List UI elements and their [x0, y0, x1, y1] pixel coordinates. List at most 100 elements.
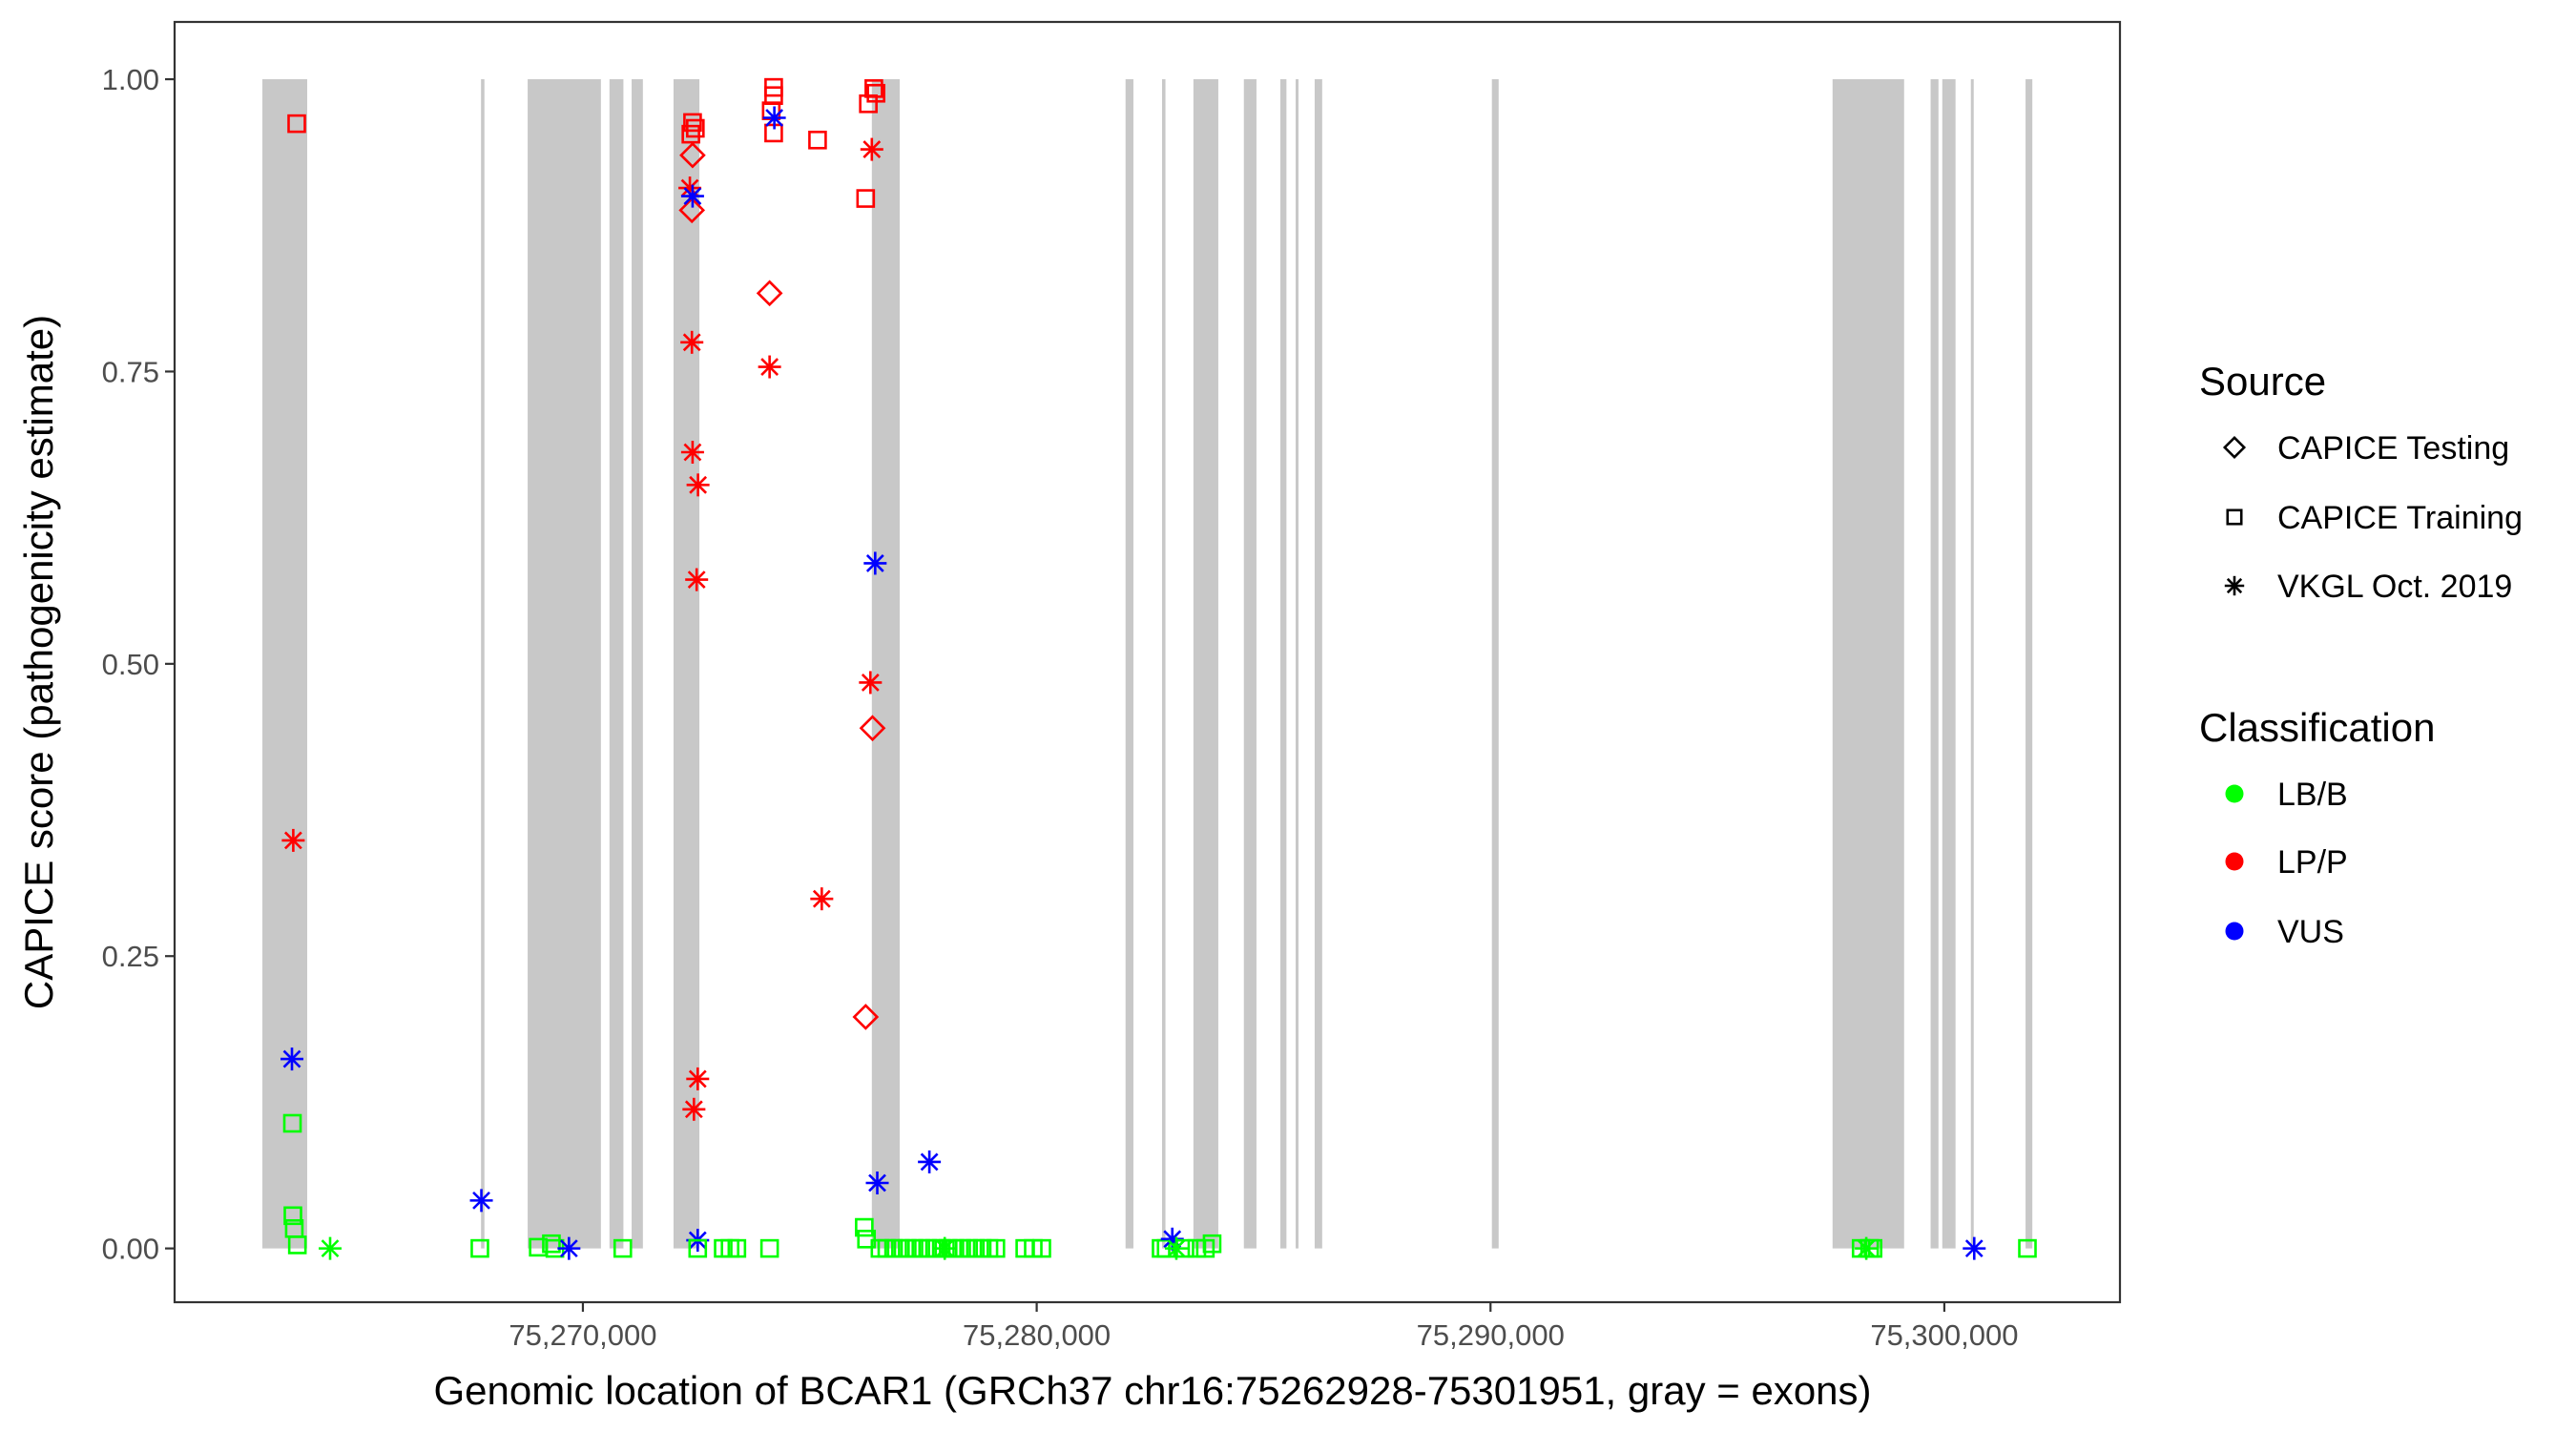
exon-band — [1193, 79, 1218, 1249]
exon-band — [481, 79, 485, 1249]
plot-panel-border — [173, 20, 2122, 1304]
data-point-test — [679, 141, 706, 169]
data-point-vkgl — [865, 1171, 889, 1194]
data-point-train — [808, 130, 827, 150]
data-point-train — [683, 113, 702, 133]
legend-title-classification: Classification — [2199, 705, 2435, 750]
legend-asterisk-icon — [2224, 575, 2245, 596]
data-point-test — [852, 1004, 880, 1030]
data-point-vkgl — [319, 1236, 343, 1260]
exon-band — [609, 79, 624, 1249]
data-point-train — [986, 1238, 1006, 1258]
legend-item-label: CAPICE Training — [2277, 500, 2523, 536]
data-point-train — [282, 1113, 302, 1133]
x-tick-label: 75,270,000 — [509, 1318, 656, 1352]
data-point-train — [542, 1234, 561, 1254]
exon-band — [2025, 79, 2033, 1249]
exon-band — [528, 79, 601, 1249]
data-point-train — [686, 118, 705, 138]
data-point-test — [756, 280, 783, 307]
data-point-train — [1202, 1234, 1222, 1254]
data-point-vkgl — [680, 441, 704, 465]
legend-title-source: Source — [2199, 359, 2326, 404]
data-point-train — [2018, 1238, 2037, 1258]
data-point-train — [681, 124, 700, 144]
exon-band — [1314, 79, 1322, 1249]
legend-item-label: CAPICE Testing — [2277, 430, 2509, 467]
exon-band — [632, 79, 643, 1249]
y-tick-label: 1.00 — [102, 63, 159, 96]
legend-item-label: VUS — [2277, 914, 2344, 950]
y-axis: 0.00 0.25 0.50 0.75 1.00 — [102, 63, 175, 1266]
y-tick-label: 0.75 — [102, 355, 159, 388]
data-point-train — [287, 1235, 307, 1255]
exon-band — [871, 79, 901, 1249]
y-tick-label: 0.25 — [102, 940, 159, 973]
x-axis: 75,270,000 75,280,000 75,290,000 75,300,000 — [509, 1302, 2018, 1352]
legend-item-label: LB/B — [2277, 777, 2348, 813]
data-point-vkgl — [682, 1097, 706, 1121]
data-point-train — [859, 93, 878, 114]
data-point-train — [287, 114, 306, 134]
exon-band — [1930, 79, 1939, 1249]
data-point-vkgl — [918, 1150, 942, 1173]
data-point-test — [859, 715, 886, 742]
legend: Source CAPICE Testing CAPICE Training VKGL… — [2199, 359, 2523, 950]
data-point-train — [1175, 1238, 1195, 1258]
legend-color-dot-icon — [2225, 852, 2244, 871]
y-tick-label: 0.00 — [102, 1233, 159, 1266]
data-point-vkgl — [685, 568, 709, 591]
x-axis-title: Genomic location of BCAR1 (GRCh37 chr16:… — [433, 1368, 1871, 1413]
legend-diamond-icon — [2222, 435, 2247, 460]
y-tick-label: 0.50 — [102, 648, 159, 681]
data-points — [280, 77, 2037, 1260]
data-point-vkgl — [1160, 1227, 1184, 1251]
x-tick-label: 75,280,000 — [963, 1318, 1111, 1352]
data-point-vkgl — [680, 184, 704, 208]
data-point-train — [855, 1217, 874, 1237]
data-point-train — [283, 1206, 302, 1226]
data-point-train — [727, 1238, 747, 1258]
exon-band — [1296, 79, 1299, 1249]
x-tick-label: 75,290,000 — [1417, 1318, 1565, 1352]
data-point-train — [688, 1238, 708, 1258]
data-point-vkgl — [758, 355, 781, 379]
data-point-vkgl — [859, 671, 883, 695]
y-axis-title: CAPICE score (pathogenicity estimate) — [16, 315, 61, 1009]
data-point-test — [678, 197, 706, 224]
exon-band — [1125, 79, 1133, 1249]
exon-bands — [261, 79, 2033, 1249]
exon-band — [1942, 79, 1956, 1249]
exon-band — [261, 79, 307, 1249]
data-point-vkgl — [860, 137, 883, 161]
exon-band — [1832, 79, 1904, 1249]
data-point-train — [470, 1238, 489, 1258]
legend-square-icon — [2226, 508, 2243, 526]
data-point-train — [613, 1238, 633, 1258]
legend-item-label: LP/P — [2277, 844, 2348, 881]
data-point-train — [1195, 1238, 1215, 1258]
x-tick-label: 75,300,000 — [1870, 1318, 2018, 1352]
exon-band — [673, 79, 700, 1249]
data-point-train — [759, 1238, 779, 1258]
data-point-vkgl — [762, 106, 786, 130]
data-point-vkgl — [469, 1189, 493, 1213]
plot-panel-background — [175, 22, 2120, 1302]
legend-item-label: VKGL Oct. 2019 — [2277, 569, 2512, 605]
exon-band — [1243, 79, 1257, 1249]
data-point-vkgl — [557, 1236, 581, 1260]
data-point-vkgl — [680, 330, 704, 354]
exon-band — [1161, 79, 1166, 1249]
data-point-vkgl — [1855, 1236, 1879, 1260]
data-point-vkgl — [686, 473, 710, 497]
data-point-vkgl — [1963, 1236, 1986, 1260]
legend-color-dot-icon — [2225, 784, 2244, 803]
exon-band — [1491, 79, 1499, 1249]
exon-band — [1970, 79, 1974, 1249]
data-point-vkgl — [810, 887, 834, 911]
data-point-vkgl — [863, 551, 887, 575]
data-point-train — [856, 189, 876, 208]
data-point-train — [1032, 1238, 1051, 1258]
legend-color-dot-icon — [2225, 922, 2244, 941]
